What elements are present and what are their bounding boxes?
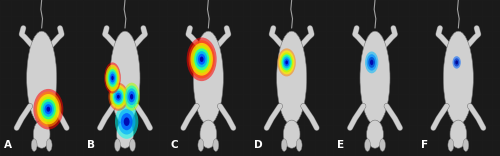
Ellipse shape [282, 56, 290, 68]
Ellipse shape [278, 48, 296, 76]
Ellipse shape [366, 120, 384, 148]
Ellipse shape [200, 57, 203, 62]
Ellipse shape [284, 120, 300, 148]
Ellipse shape [110, 31, 140, 125]
Ellipse shape [192, 46, 211, 73]
Ellipse shape [112, 76, 114, 80]
Ellipse shape [37, 94, 60, 124]
Text: E: E [338, 140, 344, 150]
Ellipse shape [124, 117, 130, 126]
Ellipse shape [44, 104, 52, 114]
Ellipse shape [31, 139, 37, 151]
Ellipse shape [130, 139, 136, 151]
Ellipse shape [26, 31, 56, 125]
Ellipse shape [194, 48, 209, 70]
Ellipse shape [104, 62, 121, 94]
Ellipse shape [368, 57, 375, 68]
Ellipse shape [121, 113, 132, 130]
Text: C: C [171, 140, 178, 150]
Ellipse shape [106, 67, 118, 89]
Ellipse shape [276, 31, 306, 125]
Ellipse shape [111, 87, 126, 107]
Ellipse shape [116, 120, 134, 148]
Ellipse shape [200, 120, 216, 148]
Ellipse shape [112, 89, 124, 105]
Ellipse shape [106, 65, 120, 91]
Ellipse shape [108, 69, 118, 87]
Text: A: A [4, 140, 12, 150]
Ellipse shape [39, 97, 58, 122]
Ellipse shape [41, 99, 56, 119]
Ellipse shape [281, 139, 287, 151]
Ellipse shape [444, 31, 474, 125]
Ellipse shape [34, 89, 64, 129]
Ellipse shape [366, 54, 376, 71]
Ellipse shape [190, 43, 213, 76]
Ellipse shape [463, 139, 468, 151]
Ellipse shape [364, 139, 370, 151]
Ellipse shape [46, 139, 52, 151]
Ellipse shape [42, 102, 54, 117]
Ellipse shape [118, 109, 136, 134]
Ellipse shape [365, 51, 378, 73]
Ellipse shape [188, 40, 215, 78]
Ellipse shape [279, 50, 294, 74]
Ellipse shape [128, 91, 135, 102]
Ellipse shape [296, 139, 302, 151]
Ellipse shape [454, 58, 460, 67]
Ellipse shape [125, 85, 138, 108]
Ellipse shape [124, 83, 140, 111]
Ellipse shape [284, 58, 290, 66]
Ellipse shape [286, 60, 288, 64]
Ellipse shape [282, 54, 292, 70]
Ellipse shape [110, 73, 115, 83]
Ellipse shape [46, 107, 50, 112]
Ellipse shape [114, 91, 122, 103]
Ellipse shape [370, 60, 374, 65]
Ellipse shape [130, 94, 134, 100]
Ellipse shape [109, 71, 116, 85]
Ellipse shape [126, 88, 136, 105]
Text: B: B [88, 140, 96, 150]
Ellipse shape [198, 54, 205, 65]
Ellipse shape [194, 31, 224, 125]
Ellipse shape [448, 139, 454, 151]
Text: F: F [421, 140, 428, 150]
Ellipse shape [360, 31, 390, 125]
Ellipse shape [452, 56, 461, 69]
Ellipse shape [108, 83, 128, 111]
Ellipse shape [117, 95, 120, 99]
Text: D: D [254, 140, 263, 150]
Ellipse shape [114, 139, 120, 151]
Ellipse shape [380, 139, 386, 151]
Ellipse shape [196, 51, 207, 67]
Ellipse shape [110, 85, 127, 109]
Ellipse shape [186, 37, 216, 81]
Ellipse shape [198, 139, 204, 151]
Ellipse shape [35, 91, 62, 127]
Ellipse shape [280, 52, 293, 72]
Ellipse shape [456, 60, 458, 64]
Ellipse shape [116, 93, 121, 101]
Ellipse shape [115, 105, 138, 139]
Ellipse shape [213, 139, 218, 151]
Ellipse shape [34, 120, 50, 148]
Ellipse shape [450, 120, 466, 148]
